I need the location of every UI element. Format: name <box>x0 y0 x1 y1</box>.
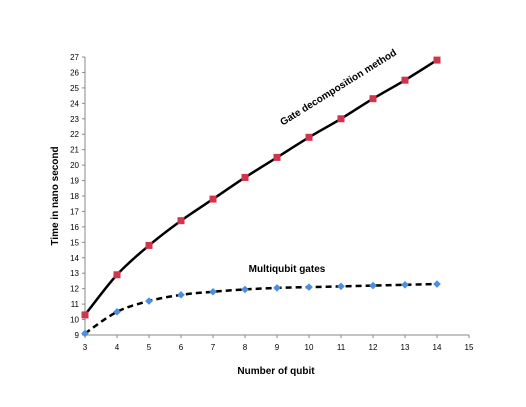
data-point-diamond <box>145 297 153 305</box>
data-point-square <box>241 173 249 181</box>
series-label-multiqubit-gates: Multiqubit gates <box>249 264 326 275</box>
y-tick-label: 18 <box>70 192 79 201</box>
x-tick-label: 11 <box>337 343 346 352</box>
y-axis-title: Time in nano second <box>50 146 61 245</box>
data-point-square <box>273 153 281 161</box>
y-tick-label: 27 <box>70 53 79 62</box>
x-tick-label: 15 <box>465 343 474 352</box>
data-point-diamond <box>177 291 185 299</box>
y-tick-label: 13 <box>70 269 79 278</box>
data-point-square <box>369 95 377 103</box>
data-point-square <box>145 241 153 249</box>
data-point-diamond <box>337 282 345 291</box>
data-point-square <box>433 56 441 64</box>
data-point-square <box>81 311 89 319</box>
x-tick-label: 3 <box>83 343 88 352</box>
data-point-square <box>305 133 313 141</box>
tick-labels: 9 10 11 12 13 14 15 16 17 18 19 20 21 22 23 24 25 26 27 3 4 5… <box>70 53 474 352</box>
data-point-diamond <box>209 287 217 296</box>
x-tick-label: 13 <box>401 343 410 352</box>
data-point-square <box>209 195 217 203</box>
x-tick-label: 14 <box>433 343 442 352</box>
series-line-1 <box>84 282 438 335</box>
y-tick-label: 11 <box>71 300 80 309</box>
y-tick-label: 24 <box>70 99 79 108</box>
data-point-square <box>177 217 185 225</box>
x-tick-label: 7 <box>211 343 216 352</box>
y-tick-label: 23 <box>70 115 79 124</box>
x-tick-label: 10 <box>305 343 314 352</box>
data-point-diamond <box>305 283 313 291</box>
data-point-diamond <box>273 284 281 292</box>
y-tick-label: 19 <box>70 177 79 186</box>
axes <box>82 56 470 338</box>
y-tick-label: 21 <box>70 146 79 155</box>
y-tick-label: 15 <box>70 238 79 247</box>
data-point-square <box>113 271 121 279</box>
x-axis-title: Number of qubit <box>237 366 315 377</box>
y-tick-label: 16 <box>70 223 79 232</box>
data-point-square <box>401 76 409 84</box>
x-tick-label: 8 <box>243 343 248 352</box>
y-tick-label: 25 <box>70 84 79 93</box>
series-line-0 <box>84 59 438 316</box>
y-tick-label: 10 <box>70 316 79 325</box>
series-layer <box>81 56 441 338</box>
y-tick-label: 22 <box>70 130 79 139</box>
y-tick-label: 26 <box>70 68 79 77</box>
data-point-diamond <box>81 329 89 338</box>
y-tick-label: 14 <box>70 254 79 263</box>
data-point-diamond <box>113 308 121 316</box>
y-tick-label: 12 <box>70 285 79 294</box>
y-tick-label: 17 <box>70 207 79 216</box>
x-tick-label: 4 <box>115 343 120 352</box>
y-tick-label: 20 <box>70 161 79 170</box>
x-tick-label: 6 <box>179 343 184 352</box>
data-point-square <box>337 115 345 123</box>
data-point-diamond <box>401 281 409 289</box>
data-point-diamond <box>433 280 441 288</box>
data-point-diamond <box>369 281 377 290</box>
y-tick-label: 9 <box>75 331 80 340</box>
x-tick-label: 9 <box>275 343 280 352</box>
x-tick-label: 5 <box>147 343 152 352</box>
x-tick-label: 12 <box>369 343 378 352</box>
data-point-diamond <box>241 285 249 294</box>
